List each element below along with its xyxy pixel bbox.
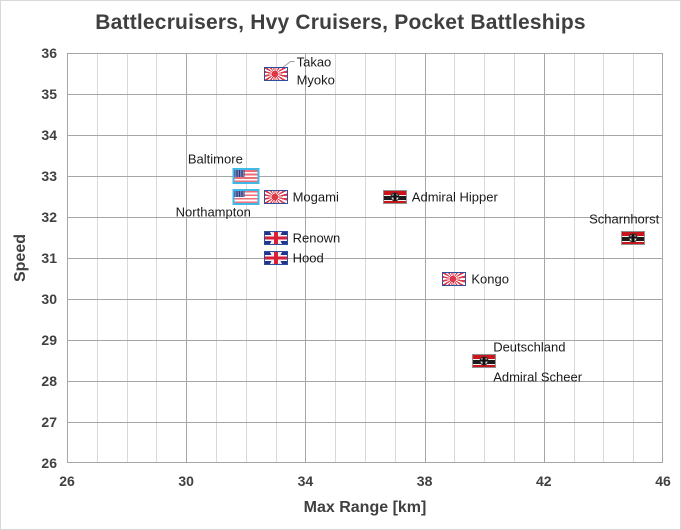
x-tick-label: 46 — [655, 473, 671, 489]
data-label-renown: Renown — [292, 230, 341, 245]
northampton-usa-flag-icon[interactable] — [232, 188, 260, 205]
kongo-japan-flag-icon[interactable] — [442, 271, 467, 286]
renown-uk-flag-icon[interactable] — [263, 230, 288, 245]
data-label-takao: Takao — [296, 54, 332, 69]
y-tick-label: 31 — [41, 250, 57, 266]
chart-title: Battlecruisers, Hvy Cruisers, Pocket Bat… — [95, 11, 586, 34]
baltimore-usa-flag-icon[interactable] — [232, 168, 260, 184]
x-tick-label: 34 — [297, 473, 314, 489]
y-tick-label: 26 — [41, 455, 57, 471]
y-tick-label: 27 — [41, 414, 57, 430]
y-tick-label: 36 — [41, 45, 57, 61]
x-axis-title: Max Range [km] — [303, 499, 427, 516]
data-label-baltimore: Baltimore — [187, 151, 243, 167]
data-label-scharnhorst: Scharnhorst — [589, 211, 660, 226]
data-label-myoko: Myoko — [296, 72, 335, 87]
takao-japan-flag-icon[interactable] — [263, 66, 288, 81]
hood-uk-flag-icon[interactable] — [263, 251, 288, 265]
x-tick-label: 42 — [536, 473, 552, 489]
us-flag-canton — [234, 190, 245, 197]
iron-cross-roundel — [390, 192, 400, 201]
plot-area — [67, 53, 663, 463]
deutschland-germany-flag-icon[interactable] — [472, 353, 497, 368]
y-gridline — [68, 135, 662, 136]
y-tick-label: 29 — [41, 332, 57, 348]
x-tick-label: 30 — [178, 473, 194, 489]
us-flag-canton — [234, 170, 245, 177]
y-tick-label: 33 — [41, 168, 57, 184]
y-tick-label: 35 — [41, 86, 57, 102]
y-gridline — [68, 176, 662, 177]
data-label-mogami: Mogami — [292, 189, 339, 204]
iron-cross-roundel — [479, 356, 489, 365]
data-label-northampton: Northampton — [175, 204, 251, 219]
y-gridline — [68, 299, 662, 300]
y-tick-label: 30 — [41, 291, 57, 307]
y-tick-label: 34 — [41, 127, 57, 143]
y-gridline — [68, 381, 662, 382]
data-label-admiral-scheer: Admiral Scheer — [493, 369, 583, 384]
y-gridline — [68, 217, 662, 218]
x-tick-label: 26 — [59, 473, 75, 489]
y-gridline — [68, 94, 662, 95]
data-label-deutschland: Deutschland — [493, 339, 566, 354]
iron-cross-roundel — [628, 233, 638, 242]
data-label-hood: Hood — [292, 250, 324, 266]
data-label-kongo: Kongo — [471, 271, 509, 286]
y-gridline — [68, 422, 662, 423]
data-label-admiral-hipper: Admiral Hipper — [411, 189, 498, 204]
x-tick-label: 38 — [416, 473, 433, 489]
y-gridline — [68, 340, 662, 341]
y-gridline — [68, 258, 662, 259]
mogami-japan-flag-icon[interactable] — [263, 189, 288, 204]
scharnhorst-germany-flag-icon[interactable] — [621, 230, 646, 245]
y-tick-label: 28 — [41, 373, 57, 389]
admiral-hipper-germany-flag-icon[interactable] — [382, 189, 407, 204]
y-tick-label: 32 — [41, 209, 57, 225]
